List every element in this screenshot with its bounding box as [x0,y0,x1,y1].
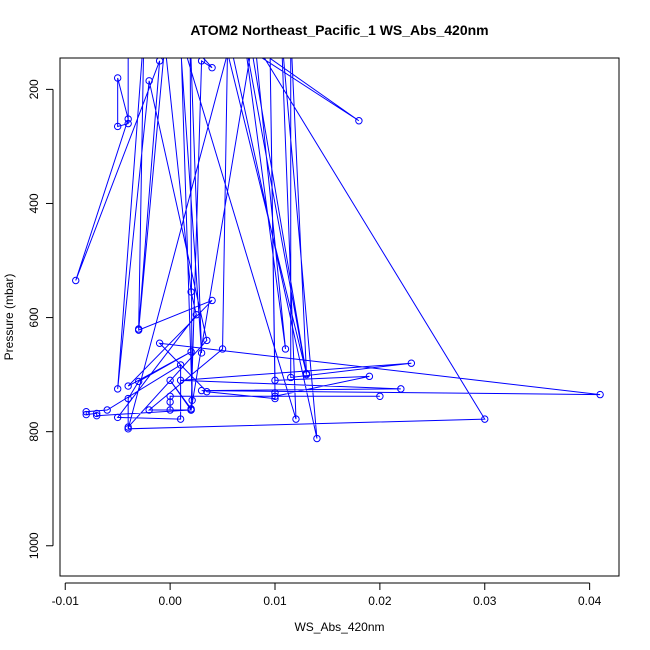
data-point [124,115,132,123]
data-point [155,58,164,65]
data-point [481,415,489,423]
data-point [208,63,216,72]
data-point [124,119,132,128]
x-tick-label: 0.01 [263,594,287,608]
data-point [124,382,132,390]
data-point [197,349,206,357]
data-point [197,58,206,65]
data-point [208,296,216,305]
data-point [187,288,195,296]
y-tick-label: 1000 [27,532,41,559]
data-point [145,406,153,414]
data-point [281,345,290,353]
y-tick-label: 600 [27,307,41,327]
data-point [355,117,363,125]
data-point [82,408,90,416]
series-line [75,58,601,439]
y-tick-label: 400 [27,193,41,213]
data-point [134,326,143,334]
data-point [176,376,185,385]
data-point [313,434,321,443]
data-point [166,398,174,406]
y-tick-label: 200 [27,79,41,99]
data-point [271,394,279,403]
data-point [103,406,111,414]
y-axis-label: Pressure (mbar) [2,274,16,361]
x-tick-label: 0.00 [158,594,182,608]
data-point [124,425,132,433]
data-point [365,372,374,381]
data-point [134,377,143,386]
data-point [93,409,101,418]
plot-frame [59,57,620,577]
x-axis: -0.01 0.00 0.01 0.02 0.03 0.04 [52,582,602,608]
data-point [271,392,279,400]
data-point [155,339,164,347]
x-tick-label: 0.04 [578,594,602,608]
data-point [113,74,122,82]
series-layer [72,58,604,443]
data-point [187,348,195,356]
y-axis: 200 400 600 800 1000 [27,79,54,559]
x-axis-label: WS_Abs_420nm [294,620,384,634]
data-point [145,77,153,85]
data-point [166,392,174,400]
data-point [397,385,405,393]
data-point [176,361,185,369]
data-point [187,406,195,414]
data-point [203,336,211,345]
data-point [596,390,604,399]
x-tick-label: 0.03 [473,594,497,608]
data-point [197,386,206,395]
y-tick-label: 800 [27,421,41,441]
data-point [166,376,174,385]
x-tick-label: -0.01 [52,594,80,608]
x-tick-label: 0.02 [368,594,392,608]
data-point [218,345,227,353]
data-point [124,394,132,403]
data-point [166,406,174,414]
data-point [82,410,90,419]
data-point [113,385,122,393]
data-point [188,396,196,404]
data-point [72,276,80,285]
data-point [302,369,311,378]
data-point [113,122,122,131]
data-point [407,359,416,367]
data-point [113,413,122,422]
data-point [176,415,185,423]
data-point [376,392,384,400]
data-point [93,411,101,420]
data-point [271,376,279,385]
data-point [203,388,211,396]
data-point [192,311,201,319]
data-point [292,415,300,423]
data-point [287,373,295,382]
chart-title: ATOM2 Northeast_Pacific_1 WS_Abs_420nm [190,22,488,38]
data-point [271,389,279,397]
